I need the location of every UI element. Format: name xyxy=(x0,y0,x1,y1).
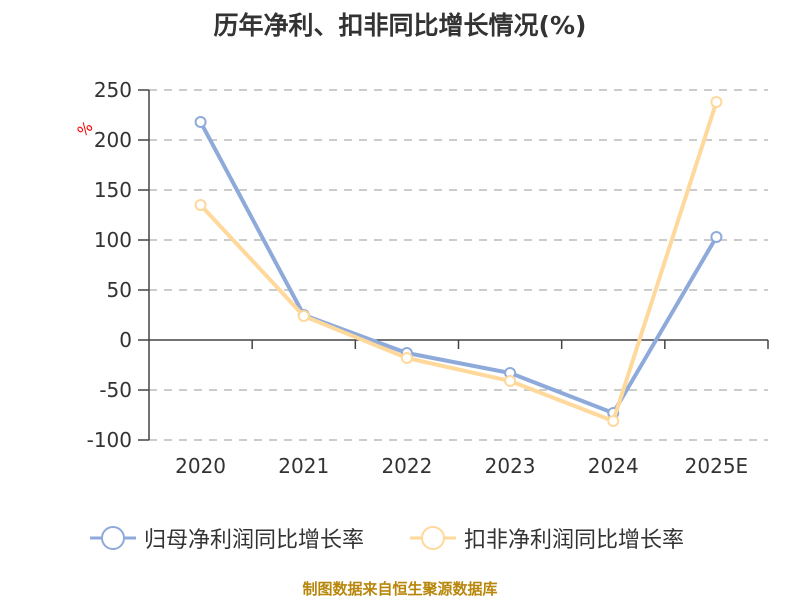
svg-text:50: 50 xyxy=(107,278,132,302)
axes xyxy=(138,89,769,441)
data-point[interactable] xyxy=(504,375,517,387)
svg-text:250: 250 xyxy=(94,78,132,102)
data-point[interactable] xyxy=(194,199,207,211)
legend-marker-blue-circle-icon xyxy=(90,526,136,550)
svg-text:200: 200 xyxy=(94,128,132,152)
svg-text:0: 0 xyxy=(119,328,132,352)
series-deducted-net-profit-growth xyxy=(194,96,723,427)
legend: 归母净利润同比增长率 扣非净利润同比增长率 xyxy=(0,520,800,556)
legend-marker-orange-circle-icon xyxy=(410,526,456,550)
chart-title: 历年净利、扣非同比增长情况(%) xyxy=(213,11,587,40)
svg-text:2025E: 2025E xyxy=(685,454,749,478)
data-point[interactable] xyxy=(194,116,207,128)
svg-text:2021: 2021 xyxy=(278,454,329,478)
x-axis-ticks: 2020 2021 2022 2023 2024 2025E xyxy=(175,454,748,478)
legend-label: 归母净利润同比增长率 xyxy=(144,528,365,553)
legend-label: 扣非净利润同比增长率 xyxy=(464,528,685,553)
svg-text:100: 100 xyxy=(94,228,132,252)
data-series xyxy=(194,96,723,427)
svg-text:-50: -50 xyxy=(99,378,132,402)
svg-text:2022: 2022 xyxy=(381,454,432,478)
legend-item-deducted-net-profit-growth[interactable]: 扣非净利润同比增长率 xyxy=(410,520,684,556)
svg-text:-100: -100 xyxy=(87,428,132,452)
data-point[interactable] xyxy=(607,415,620,427)
svg-text:2020: 2020 xyxy=(175,454,226,478)
svg-text:2024: 2024 xyxy=(588,454,639,478)
svg-text:2023: 2023 xyxy=(485,454,536,478)
data-point[interactable] xyxy=(297,310,310,322)
data-point[interactable] xyxy=(400,352,413,364)
y-axis-ticks: 250 200 150 100 50 0 -50 -100 xyxy=(87,78,132,452)
legend-item-parent-net-profit-growth[interactable]: 归母净利润同比增长率 xyxy=(90,520,364,556)
data-point[interactable] xyxy=(710,96,723,108)
svg-text:150: 150 xyxy=(94,178,132,202)
gridlines xyxy=(149,89,768,441)
data-point[interactable] xyxy=(710,231,723,243)
series-parent-net-profit-growth xyxy=(194,116,723,419)
data-source-footer: 制图数据来自恒生聚源数据库 xyxy=(302,580,498,598)
